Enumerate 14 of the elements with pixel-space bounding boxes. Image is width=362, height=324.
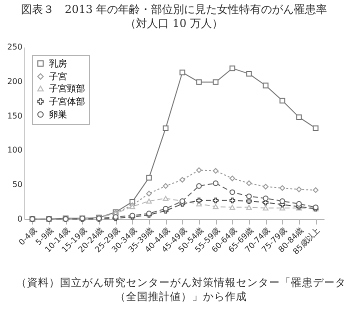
y-tick-label: 0 — [17, 214, 22, 224]
y-tick-label: 100 — [7, 146, 22, 155]
y-tick-label: 200 — [7, 76, 22, 86]
legend-label: 子宮頸部 — [49, 84, 85, 94]
legend-label: 卵巣 — [49, 110, 67, 120]
legend-label: 子宮体部 — [49, 96, 85, 108]
y-tick-label: 250 — [7, 42, 22, 52]
legend-label: 子宮 — [49, 72, 67, 82]
y-tick-label: 50 — [12, 180, 22, 190]
y-tick-label: 150 — [7, 111, 22, 120]
legend-label: 乳房 — [49, 58, 67, 70]
chart-title: 図表３ 2013 年の年齢・部位別に見た女性特有のがん罹患率 — [20, 3, 328, 16]
text: （資料）国立がん研究センターがん対策情報センター「罹患データ（全国推計値）」から作成 — [15, 276, 347, 304]
chart-subtitle: （対人口 10 万人） — [125, 17, 223, 30]
